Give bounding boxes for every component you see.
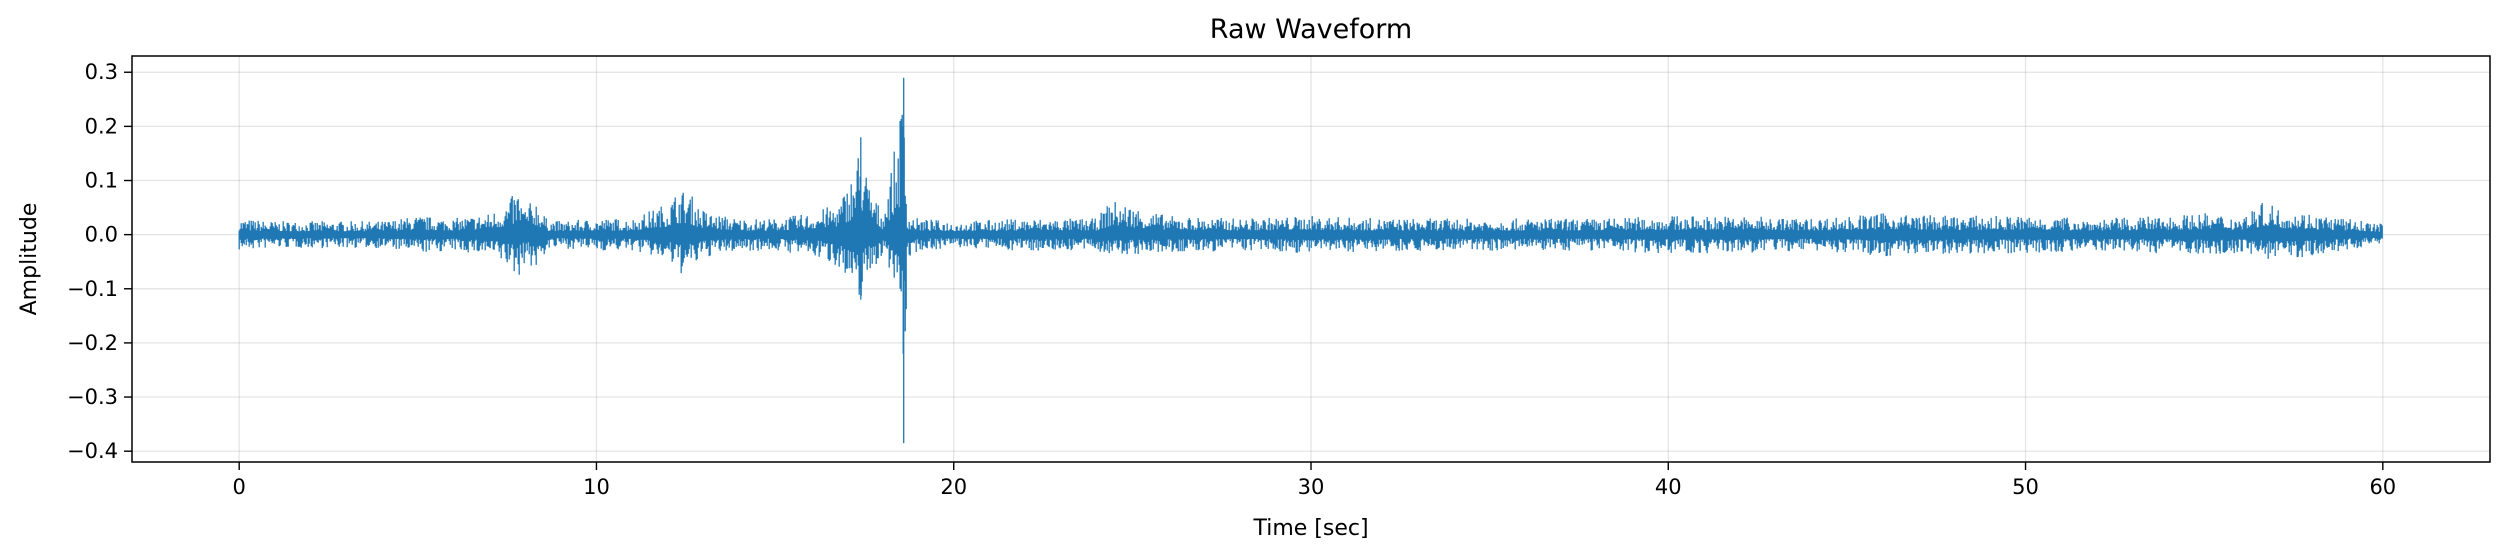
y-tick-label: −0.4 xyxy=(67,439,118,463)
y-tick-label: 0.2 xyxy=(85,114,118,138)
x-tick-label: 60 xyxy=(2369,475,2396,499)
x-tick-label: 20 xyxy=(940,475,967,499)
waveform-series xyxy=(238,77,2383,444)
x-tick-label: 10 xyxy=(583,475,610,499)
y-tick-label: 0.1 xyxy=(85,169,118,193)
y-tick-label: 0.3 xyxy=(85,60,118,84)
x-tick-label: 30 xyxy=(1298,475,1325,499)
x-tick-label: 0 xyxy=(232,475,245,499)
y-tick-label: −0.2 xyxy=(67,331,118,355)
x-tick-label: 40 xyxy=(1655,475,1682,499)
chart-title: Raw Waveform xyxy=(1210,14,1412,45)
grid xyxy=(132,56,2490,462)
y-axis-ticks: 0.3 0.2 0.1 0.0 −0.1 −0.2 −0.3 −0.4 xyxy=(67,60,132,463)
y-tick-label: −0.3 xyxy=(67,385,118,409)
y-axis-label: Amplitude xyxy=(17,203,42,316)
x-axis-ticks: 0 10 20 30 40 50 60 xyxy=(232,462,2396,499)
waveform-line xyxy=(238,77,2383,444)
x-tick-label: 50 xyxy=(2012,475,2039,499)
y-tick-label: 0.0 xyxy=(85,223,118,247)
y-tick-label: −0.1 xyxy=(67,277,118,301)
x-axis-label: Time [sec] xyxy=(1252,516,1368,541)
